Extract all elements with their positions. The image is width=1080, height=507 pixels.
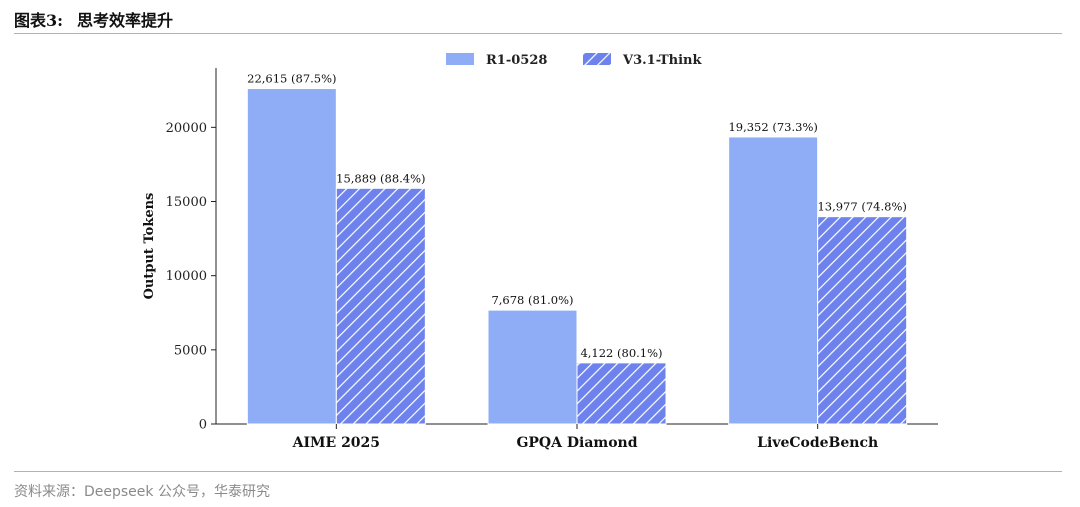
y-tick-label: 5000 [174, 343, 207, 358]
data-label: 15,889 (88.4%) [336, 171, 425, 185]
figure-title: 思考效率提升 [77, 11, 174, 30]
footer-divider [14, 471, 1062, 472]
figure-label: 图表3: [14, 11, 64, 30]
header-divider [14, 33, 1062, 34]
y-tick-label: 10000 [166, 269, 207, 284]
data-label: 22,615 (87.5%) [247, 72, 336, 86]
category-label: AIME 2025 [292, 435, 380, 451]
figure-header: 图表3: 思考效率提升 [14, 6, 173, 32]
legend-swatch [446, 53, 474, 65]
bar-chart: 0 5000 10000 15000 20000 Output Tokens 22,615… [142, 53, 938, 451]
y-axis-label: Output Tokens [142, 193, 157, 300]
y-tick-label: 20000 [166, 121, 207, 136]
legend-label: R1-0528 [486, 53, 547, 68]
data-label: 7,678 (81.0%) [491, 293, 573, 307]
data-label: 13,977 (74.8%) [817, 200, 906, 214]
legend-swatch [583, 53, 611, 65]
legend-label: V3.1-Think [622, 53, 702, 68]
data-label: 4,122 (80.1%) [580, 346, 662, 360]
bar-r1-0528 [487, 309, 578, 425]
bar-v3-1-think [817, 216, 908, 425]
category-label: GPQA Diamond [516, 435, 637, 451]
bars: 22,615 (87.5%) 15,889 (88.4%) AIME 2025 7,6… [246, 72, 908, 451]
source-note: 资料来源：Deepseek 公众号，华泰研究 [14, 484, 270, 500]
category-label: LiveCodeBench [757, 435, 878, 451]
bar-v3-1-think [335, 187, 426, 425]
y-tick-label: 0 [199, 418, 207, 433]
legend: R1-0528 V3.1-Think [446, 53, 702, 68]
bar-r1-0528 [728, 136, 819, 425]
data-label: 19,352 (73.3%) [728, 120, 817, 134]
bar-v3-1-think [576, 362, 667, 425]
bar-r1-0528 [246, 88, 337, 425]
y-tick-label: 15000 [166, 195, 207, 210]
